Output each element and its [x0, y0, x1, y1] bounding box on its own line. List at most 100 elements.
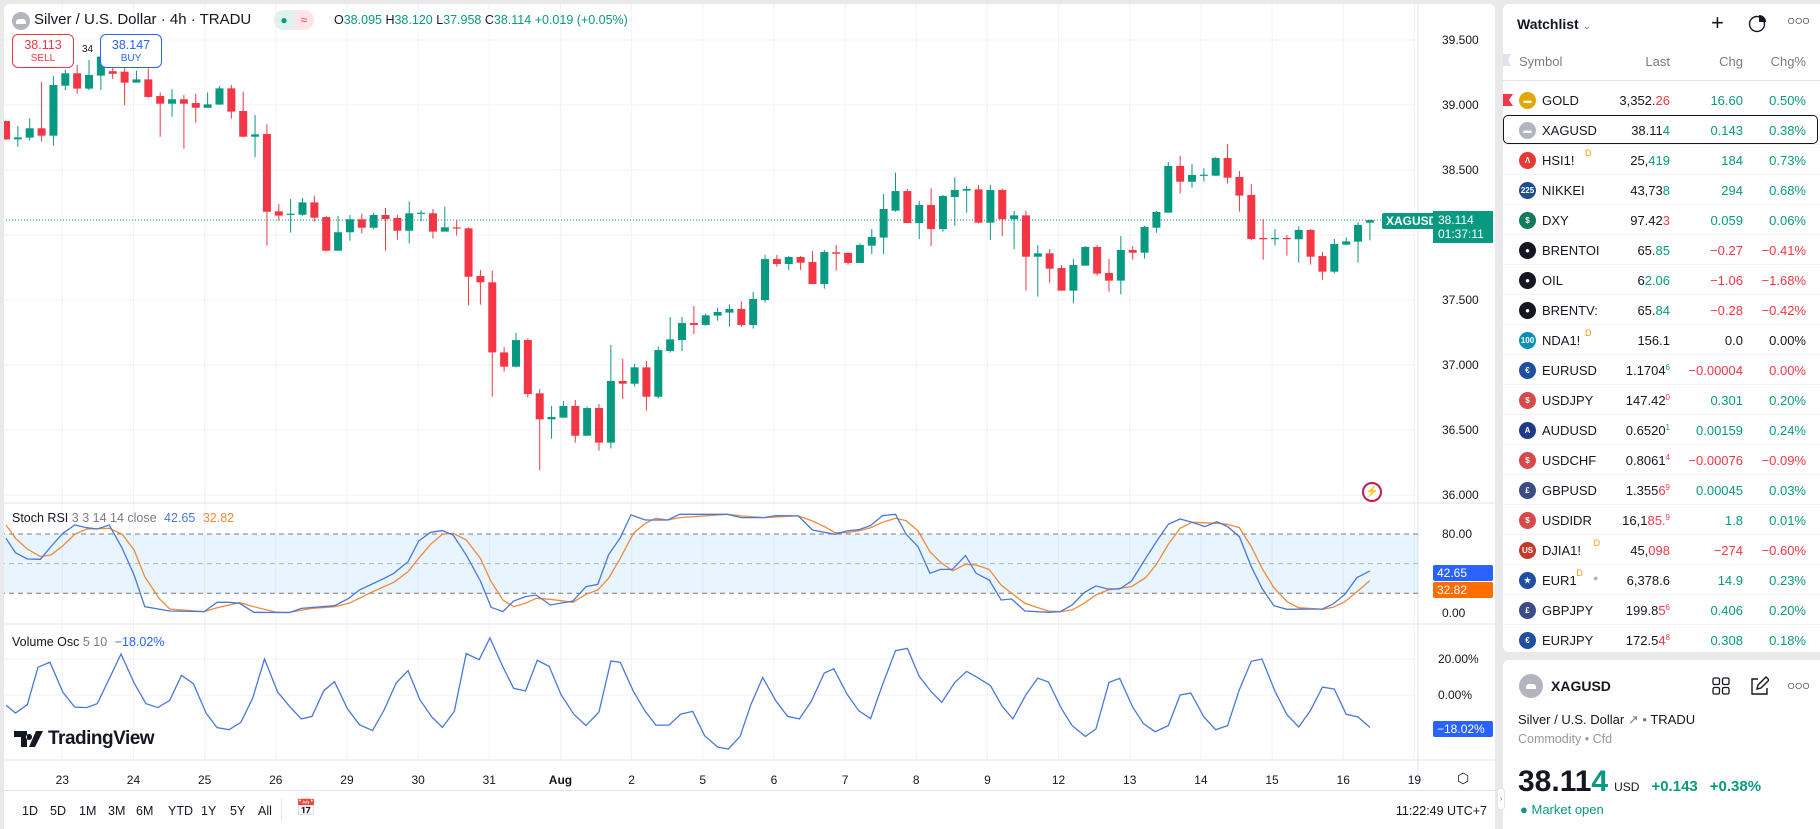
volume-osc-legend[interactable]: Volume Osc 5 10 −18.02%: [12, 635, 164, 649]
go-to-date-calendar-icon[interactable]: 📅: [296, 800, 316, 817]
candle-body: [357, 219, 366, 228]
range-1m[interactable]: 1M: [79, 804, 97, 818]
row-chg-pct: 0.06%: [1769, 213, 1806, 228]
watchlist-row-brentv[interactable]: ● BRENTV: 65.84 −0.28 −0.42%: [1503, 295, 1820, 325]
silver-symbol-icon: [12, 12, 30, 30]
symbol-logo-icon: ▬: [1519, 122, 1536, 139]
separator-dot: •: [1642, 712, 1647, 727]
symbol-logo-icon: $: [1519, 512, 1536, 529]
row-symbol: XAGUSD: [1542, 123, 1597, 138]
last-digits: 5: [1658, 603, 1666, 618]
symbol-title[interactable]: Silver / U.S. Dollar · 4h · TRADU: [34, 11, 252, 28]
watchlist-row-gbpjpy[interactable]: £ GBPJPY 199.856 0.406 0.20%: [1503, 595, 1820, 625]
watchlist-row-eur1[interactable]: ★ EUR1 D ● 6,378.6 14.9 0.23%: [1503, 565, 1820, 595]
buy-button[interactable]: 38.147 BUY: [100, 34, 162, 68]
watchlist-row-eurusd[interactable]: € EURUSD 1.17046 −0.00004 0.00%: [1503, 355, 1820, 385]
stoch-rsi-legend[interactable]: Stoch RSI 3 3 14 14 close 42.65 32.82: [12, 511, 234, 525]
row-chg-pct: 0.38%: [1769, 123, 1806, 138]
candle-body: [1116, 249, 1125, 281]
row-chg: 0.00045: [1696, 483, 1743, 498]
row-symbol: GOLD: [1542, 93, 1579, 108]
row-chg-pct: 0.23%: [1769, 573, 1806, 588]
candle-body: [749, 298, 758, 325]
watchlist-row-usdchf[interactable]: $ USDCHF 0.80614 −0.00076 −0.09%: [1503, 445, 1820, 475]
row-divider: [1503, 474, 1820, 475]
chart-area[interactable]: 39.50039.00038.50038.00037.50037.00036.5…: [4, 4, 1495, 829]
sell-button[interactable]: 38.113 SELL: [12, 34, 74, 68]
last-digits: 3,352.: [1619, 93, 1656, 108]
data-delay-icon[interactable]: ≈: [294, 10, 314, 30]
last-digits: 26: [1655, 93, 1670, 108]
candle-body: [239, 110, 248, 137]
stoch-rsi-name: Stoch RSI: [12, 511, 69, 525]
external-link-icon[interactable]: ↗: [1627, 712, 1639, 727]
watchlist-row-eurjpy[interactable]: € EURJPY 172.548 0.308 0.18%: [1503, 625, 1820, 655]
row-symbol: EURJPY: [1542, 633, 1594, 648]
advanced-view-pie-icon[interactable]: [1748, 13, 1768, 33]
watchlist-title[interactable]: Watchlist ⌄: [1517, 16, 1591, 32]
tradingview-logo-text: TradingView: [48, 728, 155, 749]
watchlist-row-nda1[interactable]: 100 NDA1! D 156.1 0.0 0.00%: [1503, 325, 1820, 355]
chart-settings-gear-icon[interactable]: ⬡: [1457, 770, 1470, 786]
volume-osc-axis-label: −18.02%: [1433, 721, 1493, 737]
watchlist-row-xagusd[interactable]: ▬ XAGUSD 38.114 0.143 0.38%: [1503, 115, 1820, 145]
edit-note-icon[interactable]: [1749, 676, 1769, 696]
row-last: 65.84: [1637, 303, 1670, 318]
lightning-icon[interactable]: ⚡: [1362, 482, 1382, 502]
tradingview-logo[interactable]: TradingView: [14, 728, 155, 750]
red-flag-icon[interactable]: [1503, 94, 1513, 106]
range-3m[interactable]: 3M: [108, 804, 126, 818]
watchlist-row-brentoi[interactable]: ● BRENTOI 65.85 −0.27 −0.41%: [1503, 235, 1820, 265]
watchlist-row-audusd[interactable]: A AUDUSD 0.65201 0.00159 0.24%: [1503, 415, 1820, 445]
watchlist-row-hsi1[interactable]: Λ HSI1! D 25,419 184 0.73%: [1503, 145, 1820, 175]
watchlist-row-djia1[interactable]: US DJIA1! D 45,098 −274 −0.60%: [1503, 535, 1820, 565]
watchlist-row-usdidr[interactable]: $ USDIDR 16,185.9 1.8 0.01%: [1503, 505, 1820, 535]
time-axis-label: 31: [482, 773, 496, 787]
price-axis-label: 36.500: [1442, 423, 1479, 437]
grid-layout-icon[interactable]: [1712, 677, 1730, 695]
candle-body: [808, 262, 817, 285]
range-ytd[interactable]: YTD: [168, 804, 193, 818]
last-digits: 0.6520: [1625, 423, 1666, 438]
stoch-axis-label: 0.00: [1442, 606, 1466, 620]
range-all[interactable]: All: [258, 804, 272, 818]
watchlist-row-gbpusd[interactable]: £ GBPUSD 1.35569 0.00045 0.03%: [1503, 475, 1820, 505]
column-header-chg-pct[interactable]: Chg%: [1770, 54, 1806, 69]
watchlist-row-nikkei[interactable]: 225 NIKKEI 43,738 294 0.68%: [1503, 175, 1820, 205]
details-price-row: 38.114 USD +0.143 +0.38%: [1518, 765, 1761, 799]
symbol-logo-icon: ●: [1519, 242, 1536, 259]
timezone-clock[interactable]: 11:22:49 UTC+7: [1395, 804, 1487, 818]
column-header-last[interactable]: Last: [1645, 54, 1670, 69]
flag-column-icon[interactable]: [1503, 54, 1511, 66]
watchlist-row-gold[interactable]: ▬ GOLD 3,352.26 16.60 0.50%: [1503, 85, 1820, 115]
watchlist-row-dxy[interactable]: $ DXY 97.423 0.059 0.06%: [1503, 205, 1820, 235]
status-pills[interactable]: ● ≈: [274, 10, 314, 30]
range-5d[interactable]: 5D: [50, 804, 66, 818]
range-6m[interactable]: 6M: [136, 804, 154, 818]
row-last: 1.35569: [1626, 483, 1670, 498]
price-axis-label: 38.500: [1442, 163, 1479, 177]
watchlist-row-usdjpy[interactable]: $ USDJPY 147.420 0.301 0.20%: [1503, 385, 1820, 415]
range-1y[interactable]: 1Y: [201, 804, 217, 818]
last-digits: 098: [1648, 543, 1670, 558]
range-1d[interactable]: 1D: [22, 804, 38, 818]
row-chg-pct: 0.01%: [1769, 513, 1806, 528]
collapse-panel-handle[interactable]: ›: [1497, 788, 1505, 810]
row-symbol: NDA1!: [1542, 333, 1581, 348]
details-more-icon[interactable]: ○○○: [1787, 677, 1810, 693]
chart-canvas[interactable]: 39.50039.00038.50038.00037.50037.00036.5…: [4, 4, 1495, 790]
market-open-icon[interactable]: ●: [274, 10, 294, 30]
row-last: 43,738: [1630, 183, 1670, 198]
add-symbol-plus-icon[interactable]: +: [1711, 10, 1724, 35]
details-name[interactable]: Silver / U.S. Dollar: [1518, 712, 1625, 727]
row-symbol: USDIDR: [1542, 513, 1592, 528]
details-symbol[interactable]: XAGUSD: [1551, 678, 1611, 694]
candle-body: [274, 211, 283, 216]
row-chg-pct: −0.60%: [1761, 543, 1806, 558]
range-5y[interactable]: 5Y: [230, 804, 246, 818]
candle-body: [1294, 229, 1303, 240]
column-header-symbol[interactable]: Symbol: [1519, 54, 1563, 69]
more-options-icon[interactable]: ○○○: [1787, 12, 1810, 28]
watchlist-row-oil[interactable]: ● OIL 62.06 −1.06 −1.68%: [1503, 265, 1820, 295]
column-header-chg[interactable]: Chg: [1719, 54, 1743, 69]
